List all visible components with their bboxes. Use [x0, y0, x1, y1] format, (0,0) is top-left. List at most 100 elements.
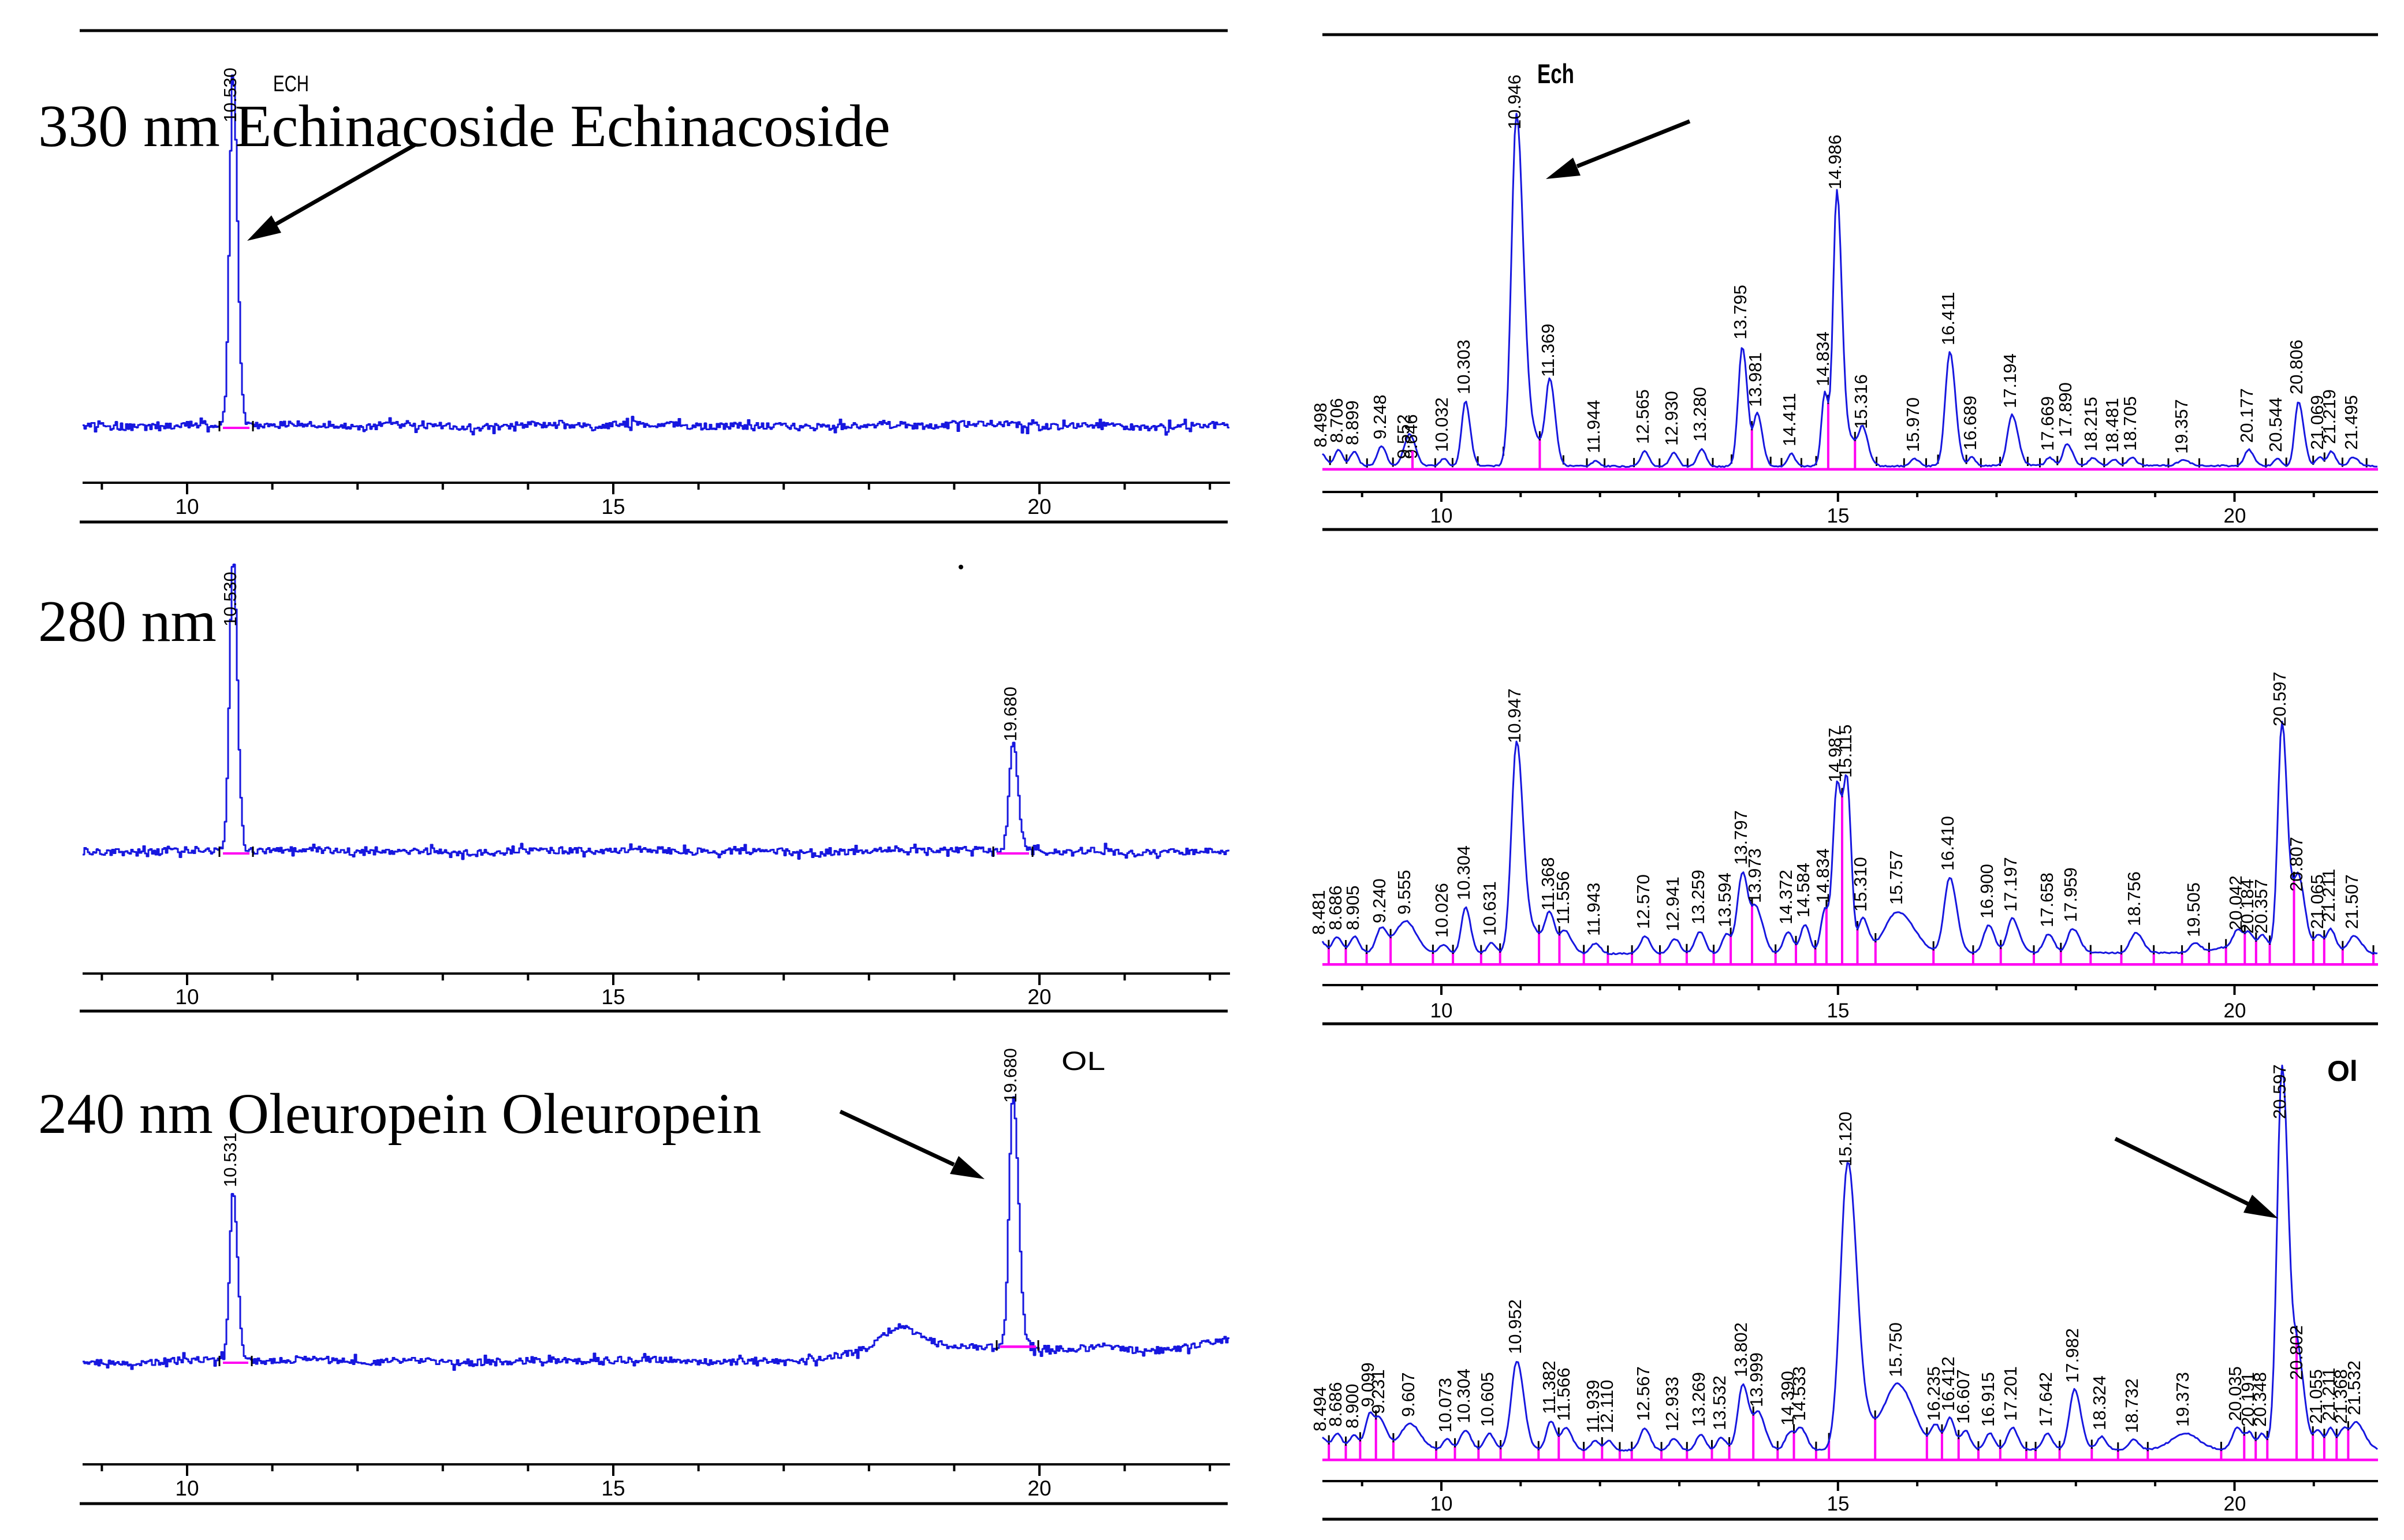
svg-text:8.686: 8.686 [1325, 885, 1346, 930]
svg-text:10.303: 10.303 [1453, 340, 1474, 394]
svg-text:11.382: 11.382 [1539, 1360, 1559, 1414]
svg-text:13.999: 13.999 [1746, 1352, 1766, 1407]
svg-text:20: 20 [2224, 1493, 2246, 1515]
svg-text:14.533: 14.533 [1789, 1366, 1809, 1421]
svg-text:17.982: 17.982 [2062, 1328, 2082, 1383]
svg-text:15.757: 15.757 [1886, 850, 1906, 905]
svg-text:19.373: 19.373 [2172, 1372, 2193, 1427]
svg-text:16.689: 16.689 [1960, 396, 1980, 450]
svg-text:11.943: 11.943 [1583, 882, 1604, 936]
svg-text:16.900: 16.900 [1977, 864, 1997, 919]
svg-text:8.498: 8.498 [1310, 402, 1330, 448]
svg-text:13.981: 13.981 [1745, 352, 1765, 407]
svg-text:12.941: 12.941 [1663, 877, 1683, 931]
svg-text:14.834: 14.834 [1813, 331, 1833, 386]
svg-text:20.807: 20.807 [2286, 837, 2306, 892]
svg-text:21.211: 21.211 [2319, 868, 2339, 922]
svg-text:10.952: 10.952 [1505, 1299, 1525, 1354]
svg-text:11.556: 11.556 [1553, 871, 1573, 924]
svg-text:17.658: 17.658 [2037, 872, 2057, 927]
svg-text:10.304: 10.304 [1453, 845, 1474, 900]
svg-text:20.597: 20.597 [2269, 672, 2290, 726]
svg-text:21.065: 21.065 [2307, 874, 2327, 929]
svg-text:17.197: 17.197 [2000, 857, 2021, 912]
svg-text:10.530: 10.530 [220, 68, 240, 122]
svg-text:21.219: 21.219 [2319, 389, 2339, 444]
svg-text:9.099: 9.099 [1358, 1362, 1378, 1407]
svg-text:17.201: 17.201 [2000, 1366, 2021, 1421]
svg-text:11.566: 11.566 [1553, 1367, 1574, 1421]
svg-text:20: 20 [2224, 1000, 2246, 1022]
svg-text:9.231: 9.231 [1368, 1369, 1388, 1414]
svg-text:13.532: 13.532 [1709, 1375, 1730, 1430]
svg-text:9.607: 9.607 [1398, 1372, 1418, 1417]
svg-text:16.410: 16.410 [1937, 816, 1958, 871]
svg-text:15: 15 [1827, 1493, 1850, 1515]
svg-text:10: 10 [175, 1476, 199, 1500]
svg-text:15: 15 [1827, 505, 1850, 527]
svg-text:9.552: 9.552 [1393, 414, 1414, 459]
svg-text:9.240: 9.240 [1369, 878, 1389, 923]
svg-text:20: 20 [1027, 985, 1051, 1009]
svg-text:8.686: 8.686 [1325, 1382, 1346, 1427]
svg-text:21.368: 21.368 [2331, 1369, 2351, 1424]
svg-text:13.973: 13.973 [1745, 848, 1765, 903]
svg-text:13.802: 13.802 [1731, 1322, 1751, 1377]
svg-text:19.680: 19.680 [1000, 687, 1020, 741]
svg-text:20.348: 20.348 [2250, 1372, 2270, 1427]
svg-text:20: 20 [2224, 505, 2246, 527]
svg-text:13.797: 13.797 [1731, 810, 1751, 865]
svg-text:18.705: 18.705 [2120, 396, 2140, 451]
svg-text:13.594: 13.594 [1715, 872, 1735, 927]
svg-text:10.946: 10.946 [1504, 74, 1525, 129]
svg-text:13.795: 13.795 [1730, 285, 1750, 340]
svg-text:15.316: 15.316 [1851, 374, 1871, 429]
svg-text:10.304: 10.304 [1453, 1369, 1474, 1423]
svg-text:20.042: 20.042 [2226, 875, 2246, 930]
svg-text:OL: OL [1061, 1046, 1105, 1076]
svg-text:9.646: 9.646 [1401, 414, 1421, 459]
svg-text:10: 10 [175, 495, 199, 519]
svg-text:16.607: 16.607 [1953, 1369, 1973, 1424]
svg-text:15: 15 [601, 985, 625, 1009]
svg-text:10.531: 10.531 [220, 1132, 240, 1187]
svg-text:10.947: 10.947 [1504, 688, 1525, 743]
svg-text:14.411: 14.411 [1779, 393, 1799, 446]
svg-text:20.177: 20.177 [2237, 388, 2257, 443]
svg-text:14.834: 14.834 [1813, 848, 1833, 903]
svg-text:Ol: Ol [2327, 1055, 2358, 1087]
svg-text:21.055: 21.055 [2306, 1369, 2326, 1424]
svg-text:Ech: Ech [1537, 58, 1574, 89]
svg-text:10.032: 10.032 [1432, 397, 1452, 452]
svg-text:20: 20 [1027, 1476, 1051, 1500]
svg-text:8.899: 8.899 [1342, 400, 1362, 445]
svg-text:8.905: 8.905 [1343, 885, 1363, 930]
svg-text:10.073: 10.073 [1435, 1378, 1455, 1433]
svg-text:19.680: 19.680 [1000, 1048, 1020, 1103]
svg-text:20: 20 [1027, 495, 1051, 519]
svg-text:240 nm Oleuropein Oleuropein: 240 nm Oleuropein Oleuropein [38, 1082, 762, 1146]
svg-text:10.530: 10.530 [220, 572, 240, 627]
svg-text:14.390: 14.390 [1777, 1371, 1798, 1426]
svg-text:ECH: ECH [273, 72, 309, 96]
svg-text:14.372: 14.372 [1776, 870, 1796, 924]
svg-text:17.959: 17.959 [2060, 867, 2081, 922]
svg-text:16.411: 16.411 [1938, 292, 1958, 345]
svg-text:13.280: 13.280 [1690, 387, 1710, 442]
svg-text:15: 15 [601, 1476, 625, 1500]
svg-text:19.505: 19.505 [2183, 882, 2204, 937]
svg-text:8.494: 8.494 [1310, 1386, 1330, 1431]
svg-text:20.191: 20.191 [2238, 1372, 2258, 1427]
svg-text:20.806: 20.806 [2286, 340, 2306, 394]
svg-text:15: 15 [1827, 1000, 1850, 1022]
svg-text:12.567: 12.567 [1633, 1366, 1653, 1421]
svg-text:18.481: 18.481 [2102, 398, 2122, 453]
svg-text:11.944: 11.944 [1583, 400, 1604, 453]
svg-text:19.357: 19.357 [2171, 399, 2191, 454]
svg-text:12.110: 12.110 [1597, 1379, 1617, 1433]
svg-text:12.565: 12.565 [1633, 389, 1653, 444]
svg-text:280 nm: 280 nm [38, 589, 217, 654]
svg-text:17.669: 17.669 [2037, 396, 2058, 451]
svg-text:14.987: 14.987 [1825, 728, 1845, 782]
svg-text:20.035: 20.035 [2225, 1366, 2245, 1421]
